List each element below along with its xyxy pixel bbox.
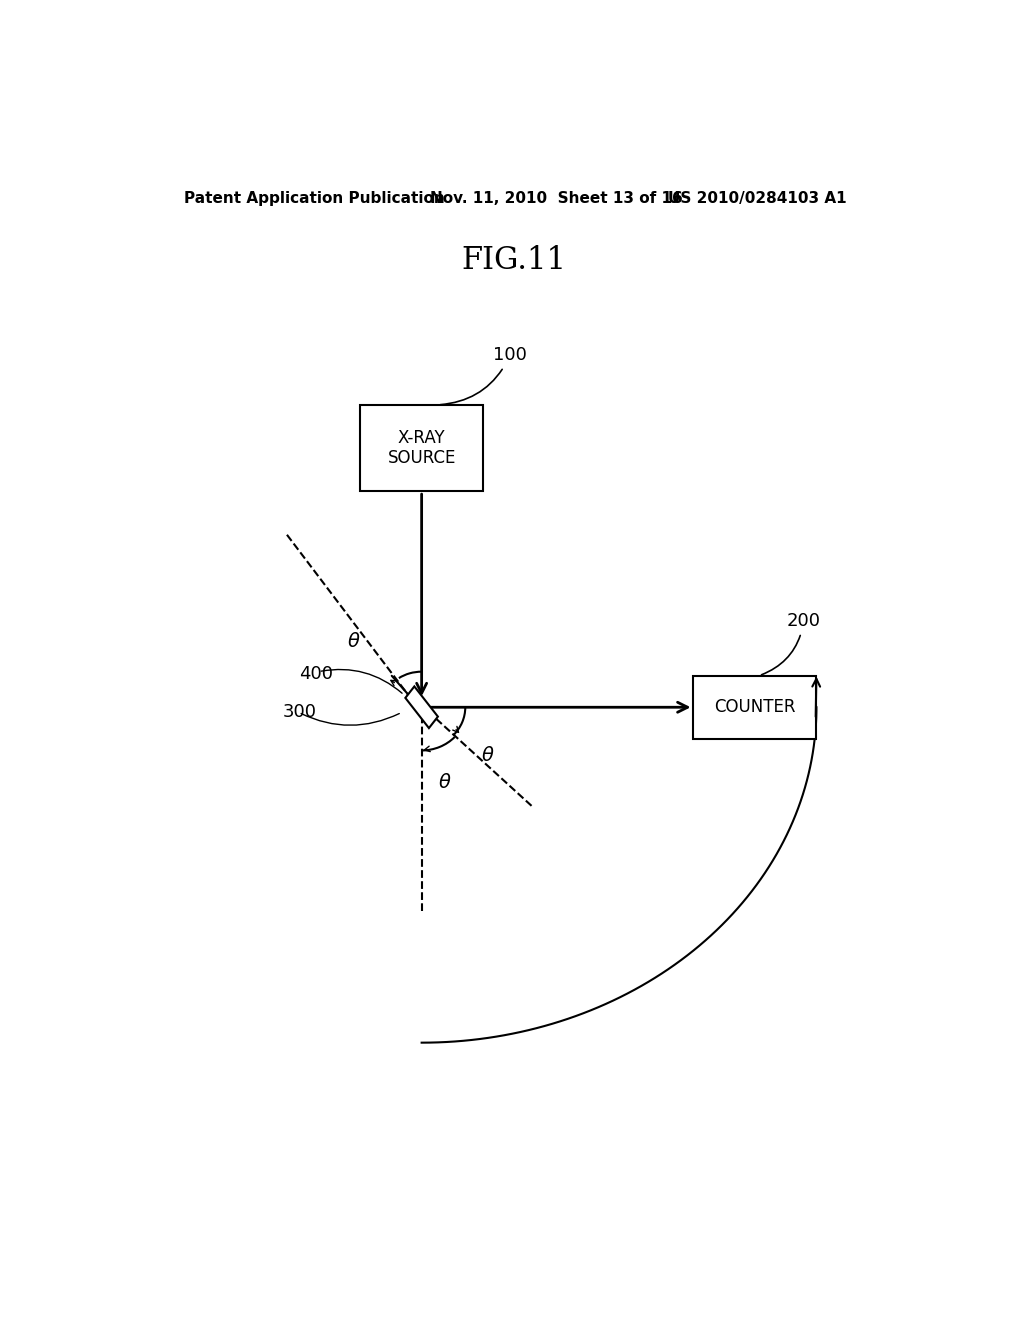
Text: Nov. 11, 2010  Sheet 13 of 16: Nov. 11, 2010 Sheet 13 of 16 (430, 191, 682, 206)
Bar (360, 405, 483, 491)
Text: X-RAY
SOURCE: X-RAY SOURCE (387, 429, 456, 467)
Bar (693, 676, 816, 739)
Text: Patent Application Publication: Patent Application Publication (183, 191, 444, 206)
Text: FIG.11: FIG.11 (461, 244, 566, 276)
Text: COUNTER: COUNTER (714, 698, 796, 717)
Text: 300: 300 (283, 704, 316, 721)
Text: $\theta$: $\theta$ (437, 774, 451, 792)
Text: $\theta$: $\theta$ (481, 746, 495, 764)
Text: 400: 400 (299, 665, 333, 682)
Text: US 2010/0284103 A1: US 2010/0284103 A1 (668, 191, 846, 206)
Text: 200: 200 (762, 612, 820, 675)
Text: $\theta$: $\theta$ (347, 632, 360, 651)
Bar (406, 686, 438, 729)
Text: 100: 100 (440, 346, 527, 405)
